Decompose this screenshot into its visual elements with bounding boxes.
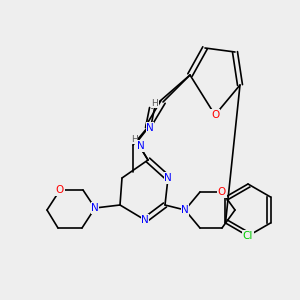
Text: N: N: [146, 123, 154, 133]
Text: N: N: [181, 205, 189, 215]
Text: N: N: [137, 141, 145, 151]
Text: O: O: [218, 187, 226, 197]
Text: H: H: [130, 134, 137, 143]
Text: N: N: [164, 173, 172, 183]
Text: H: H: [152, 98, 158, 107]
Text: O: O: [56, 185, 64, 195]
Text: O: O: [211, 110, 219, 120]
Text: N: N: [141, 215, 149, 225]
Text: Cl: Cl: [243, 231, 253, 241]
Text: N: N: [91, 203, 99, 213]
